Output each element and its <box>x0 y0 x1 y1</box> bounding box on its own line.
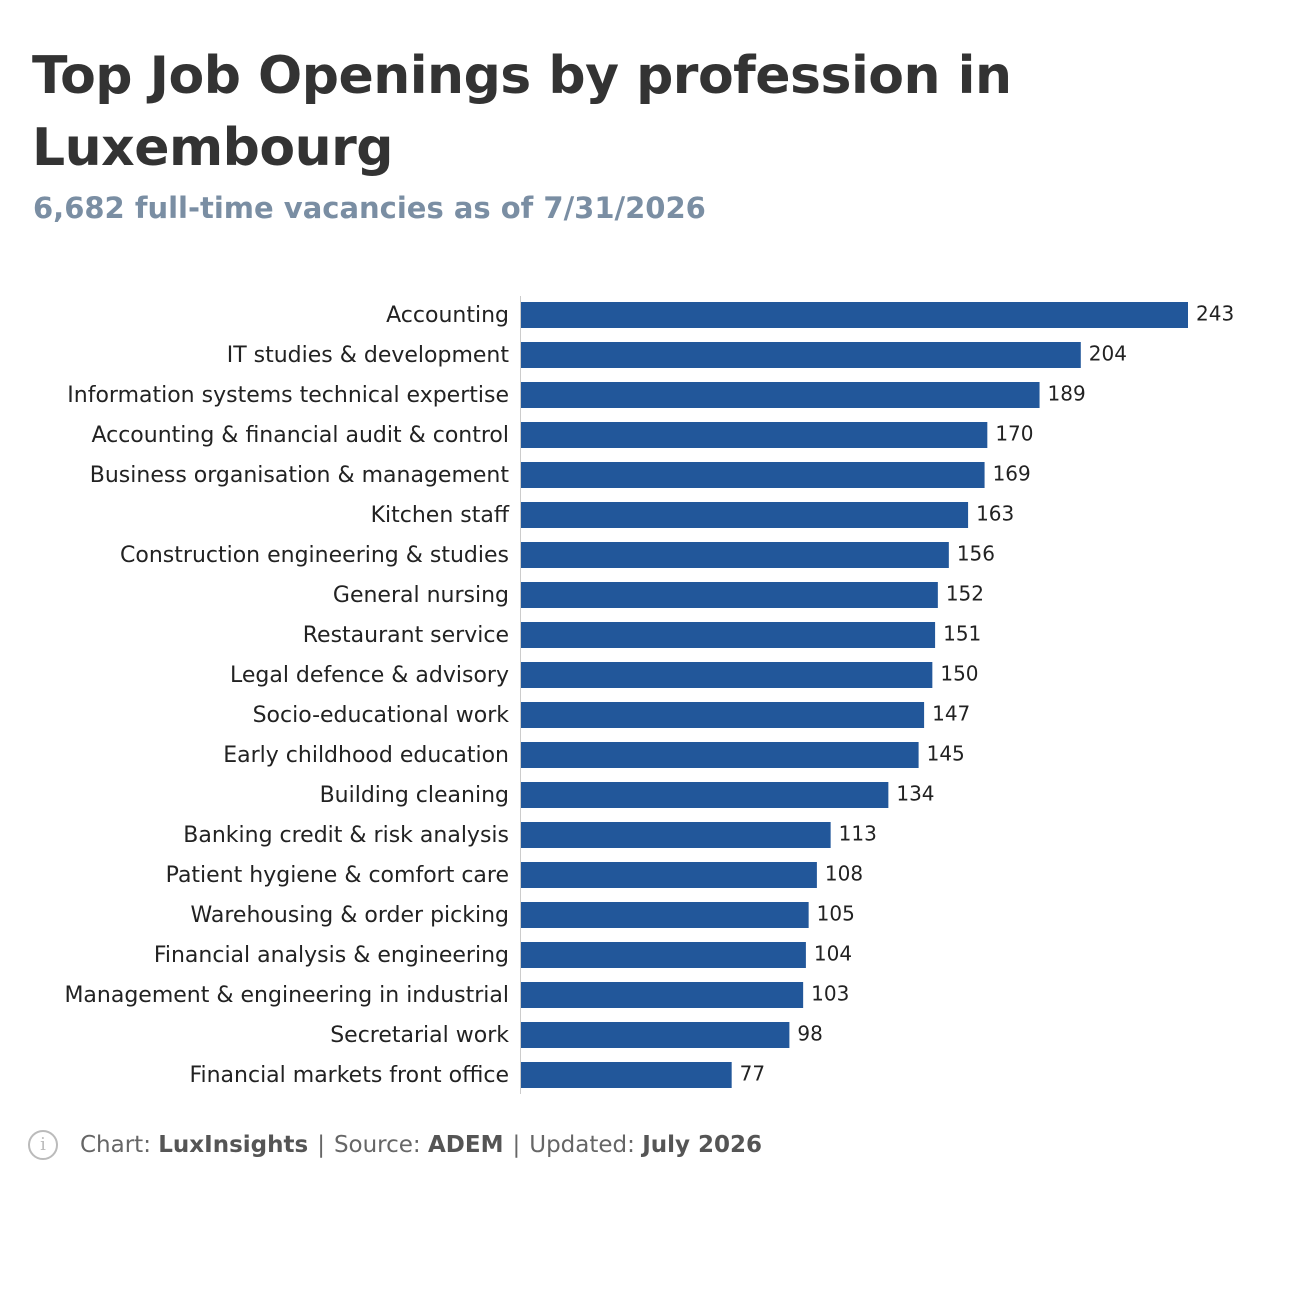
category-label: Business organisation & management <box>90 463 510 488</box>
data-label: 169 <box>993 462 1031 486</box>
data-label: 189 <box>1048 382 1086 406</box>
data-label: 163 <box>976 502 1014 526</box>
data-label: 152 <box>946 582 984 606</box>
category-label: Accounting & financial audit & control <box>91 423 509 448</box>
bar[interactable] <box>520 742 919 768</box>
info-icon[interactable]: i <box>28 1130 58 1160</box>
footer-source-label: Source: <box>333 1132 421 1158</box>
data-label: 145 <box>927 742 965 766</box>
category-label: IT studies & development <box>227 343 510 368</box>
category-label: Information systems technical expertise <box>67 383 509 408</box>
bar[interactable] <box>520 1022 790 1048</box>
category-label: Building cleaning <box>320 783 509 808</box>
footer-separator: | <box>512 1132 521 1158</box>
bar[interactable] <box>520 702 925 728</box>
data-label: 243 <box>1196 302 1234 326</box>
data-label: 150 <box>940 662 978 686</box>
data-label: 103 <box>811 982 849 1006</box>
category-label: Banking credit & risk analysis <box>183 823 509 848</box>
bar[interactable] <box>520 462 985 488</box>
category-label: Warehousing & order picking <box>191 903 509 928</box>
bar[interactable] <box>520 1062 732 1088</box>
data-label: 104 <box>814 942 852 966</box>
bar[interactable] <box>520 662 933 688</box>
category-label: Patient hygiene & comfort care <box>166 863 509 888</box>
footer-source-value: ADEM <box>428 1132 504 1158</box>
footer-separator: | <box>317 1132 325 1158</box>
bar[interactable] <box>520 302 1188 328</box>
chart-title: Top Job Openings by profession in Luxemb… <box>32 46 1012 178</box>
data-label: 113 <box>839 822 877 846</box>
category-label: Secretarial work <box>330 1023 509 1048</box>
footer-chart-label: Chart: <box>80 1132 151 1158</box>
category-label: Management & engineering in industrial <box>64 983 509 1008</box>
bar[interactable] <box>520 542 949 568</box>
data-label: 147 <box>932 702 970 726</box>
data-label: 105 <box>817 902 855 926</box>
bar[interactable] <box>520 782 889 808</box>
bar[interactable] <box>520 902 809 928</box>
bar[interactable] <box>520 582 938 608</box>
category-label: Legal defence & advisory <box>230 663 509 688</box>
bar[interactable] <box>520 422 988 448</box>
footer-updated-label: Updated: <box>529 1132 635 1158</box>
data-label: 108 <box>825 862 863 886</box>
chart-subtitle: 6,682 full-time vacancies as of 7/31/202… <box>33 191 706 225</box>
bar[interactable] <box>520 382 1040 408</box>
data-label: 204 <box>1089 342 1127 366</box>
data-label: 156 <box>957 542 995 566</box>
bar[interactable] <box>520 942 806 968</box>
bar[interactable] <box>520 982 804 1008</box>
category-label: Financial analysis & engineering <box>154 943 509 968</box>
bar[interactable] <box>520 502 969 528</box>
footer-chart-value: LuxInsights <box>158 1132 309 1158</box>
category-label: Financial markets front office <box>189 1063 509 1088</box>
category-label: Socio-educational work <box>253 703 510 728</box>
footer-updated-value: July 2026 <box>642 1132 763 1158</box>
category-label: Kitchen staff <box>371 503 510 528</box>
chart-footer: i Chart: LuxInsights | Source: ADEM | Up… <box>28 1127 762 1163</box>
data-label: 134 <box>896 782 934 806</box>
category-label: Early childhood education <box>223 743 509 768</box>
category-label: Accounting <box>386 303 509 328</box>
category-label: General nursing <box>333 583 509 608</box>
bar[interactable] <box>520 862 817 888</box>
category-label: Restaurant service <box>303 623 509 648</box>
bar[interactable] <box>520 622 936 648</box>
data-label: 151 <box>943 622 981 646</box>
bar[interactable] <box>520 822 831 848</box>
data-label: 170 <box>995 422 1033 446</box>
category-label: Construction engineering & studies <box>120 543 509 568</box>
bar[interactable] <box>520 342 1081 368</box>
data-label: 77 <box>740 1062 765 1086</box>
data-label: 98 <box>797 1022 822 1046</box>
